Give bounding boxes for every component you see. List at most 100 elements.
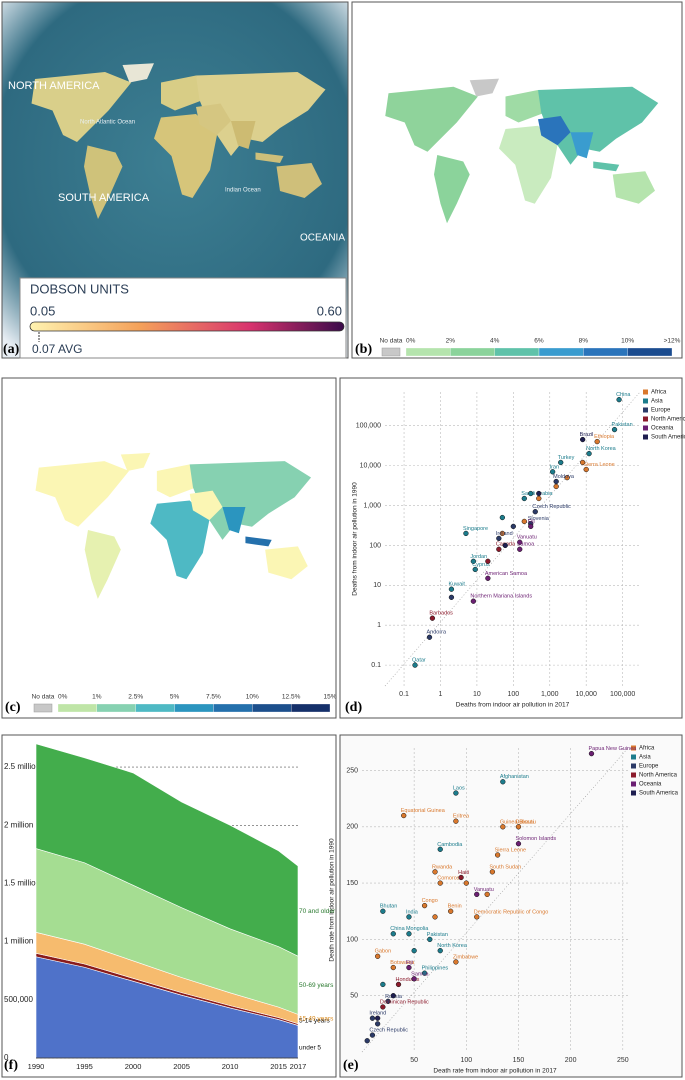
point	[489, 869, 496, 875]
point	[517, 539, 523, 545]
point-label: China	[616, 392, 631, 398]
point-label: Samoa	[411, 971, 429, 977]
legend-swatch	[643, 425, 648, 431]
series-label: 70 and older	[299, 908, 336, 915]
point	[448, 594, 455, 600]
point-label: Afghanistan	[500, 774, 529, 780]
legend-swatch	[33, 703, 53, 713]
legend-swatch	[627, 347, 673, 357]
y-axis-title: Deaths from indoor air pollution in 1990	[352, 482, 359, 596]
point-label: Northern Mariana Islands	[470, 594, 532, 600]
point-label: Mongolia	[406, 926, 429, 932]
x-tick-label: 1	[439, 691, 443, 698]
point	[426, 634, 433, 640]
x-tick-label: 2010	[222, 1062, 239, 1071]
legend-label: 12.5%	[282, 694, 301, 701]
point-label: Haiti	[458, 870, 469, 876]
point	[594, 438, 600, 445]
point-label: Iran	[550, 464, 559, 470]
point	[517, 546, 523, 552]
x-tick-label: 100	[460, 1057, 472, 1064]
point	[395, 981, 402, 988]
legend-label: 15%	[323, 694, 336, 701]
legend-label: 7.5%	[206, 694, 221, 701]
panel-label: (c)	[5, 700, 21, 715]
x-axis-title: Death rate from indoor air pollution in …	[433, 1068, 557, 1075]
series-label: under 5	[299, 1044, 321, 1051]
x-tick-label: 150	[513, 1057, 525, 1064]
legend-label: 8%	[579, 338, 589, 345]
point	[499, 530, 506, 537]
point	[510, 523, 516, 530]
point	[448, 586, 455, 592]
point-label: Papua New Guinea	[588, 746, 637, 752]
point-label: North Korea	[437, 943, 468, 949]
y-tick-label: 2.5 million	[4, 762, 40, 771]
point-label: Solomon Islands	[515, 836, 556, 842]
point	[558, 459, 564, 466]
point	[412, 662, 418, 668]
area	[35, 743, 299, 957]
point-label: Cambodia	[437, 842, 463, 848]
point	[374, 1015, 381, 1021]
point	[528, 523, 534, 530]
point	[411, 948, 417, 954]
point-label: China	[390, 926, 405, 932]
point-label: North Korea	[586, 446, 617, 452]
point	[369, 1032, 376, 1038]
panel-a: NORTH AMERICA North Atlantic Ocean SOUTH…	[1, 1, 349, 359]
point-label: Sierra Leone	[583, 462, 615, 468]
point-label: Philippines	[422, 966, 449, 972]
point-label: Barbados	[429, 611, 453, 617]
x-tick-label: 100	[507, 691, 519, 698]
legend-swatch	[643, 407, 648, 413]
point-label: Jordan	[470, 554, 487, 560]
point-label: American Samoa	[485, 571, 528, 577]
legend-swatch	[631, 790, 636, 796]
legend-swatch	[631, 772, 636, 778]
legend-label: North America	[639, 773, 678, 779]
point-label: Fiji	[528, 519, 535, 525]
point	[474, 891, 480, 898]
x-tick-label: 1,000	[541, 691, 559, 698]
legend-label: Oceania	[651, 426, 674, 432]
map-legend: No data 0% 2% 4% 6% 8% 10% >12%	[380, 338, 681, 357]
legend-swatch	[631, 781, 636, 787]
point	[380, 1004, 386, 1010]
point-label: Ethiopia	[594, 434, 615, 440]
point	[470, 598, 477, 604]
point	[470, 558, 477, 564]
point	[484, 891, 490, 898]
x-tick-label: 0.1	[399, 691, 409, 698]
point	[437, 846, 443, 852]
y-tick-label: 10,000	[360, 462, 382, 469]
point-label: Rwanda	[432, 864, 453, 870]
point	[401, 812, 407, 819]
y-tick-label: 0	[4, 1053, 9, 1062]
y-tick-label: 1.5 million	[4, 879, 40, 888]
y-tick-label: 100	[369, 542, 381, 549]
legend-swatch	[643, 389, 648, 395]
panel-frame	[339, 377, 683, 719]
legend-swatch	[643, 416, 648, 422]
point	[427, 936, 433, 943]
point-label: Czech Republic	[369, 1028, 408, 1034]
point	[432, 869, 438, 875]
point	[390, 931, 396, 937]
point-label: Cyprus	[472, 562, 490, 568]
x-axis-title: Deaths from indoor air pollution in 2017	[456, 702, 570, 709]
legend-label: 10%	[621, 338, 634, 345]
point-label: Singapore	[463, 526, 488, 532]
point	[374, 953, 381, 959]
panel-b: No data 0% 2% 4% 6% 8% 10% >12% (b)	[351, 1, 683, 359]
point	[611, 426, 618, 433]
point	[532, 509, 538, 515]
point	[406, 931, 412, 937]
series-label: 50-69 years	[299, 982, 334, 989]
point-label: Honduras	[396, 977, 420, 983]
x-tick-label: 200	[565, 1057, 577, 1064]
point	[474, 914, 480, 920]
color-bar	[29, 321, 345, 332]
point-label: Laos	[453, 785, 465, 791]
point-label: Brazil	[580, 432, 594, 438]
